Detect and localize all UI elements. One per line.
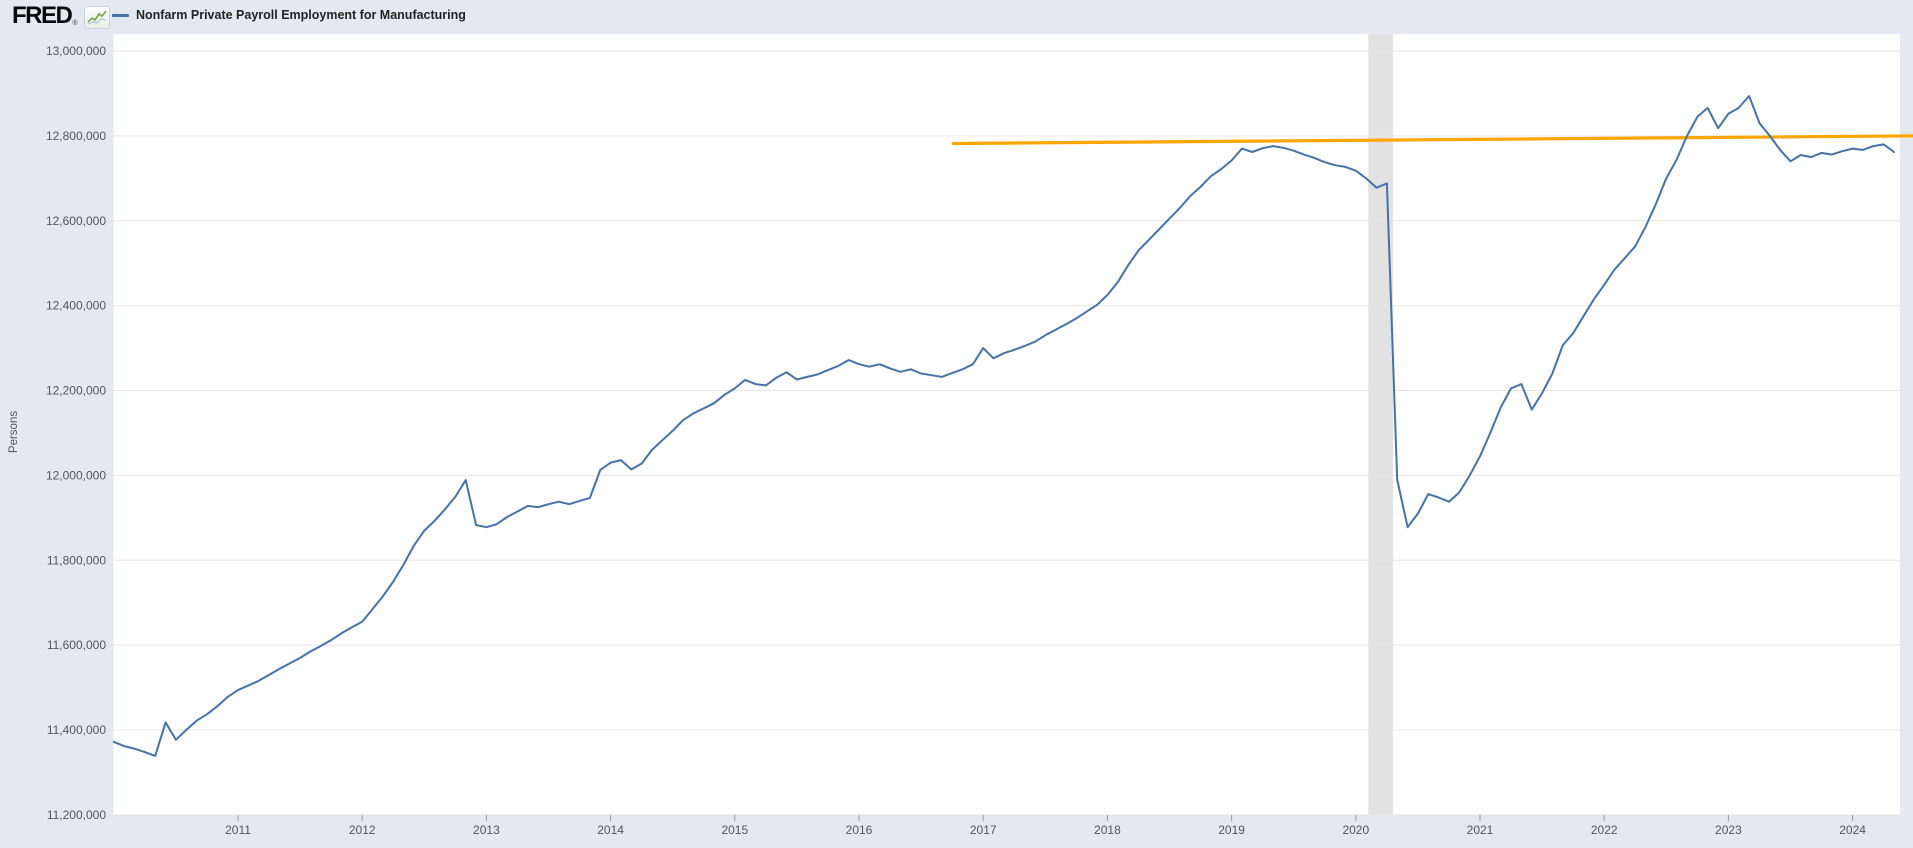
y-axis-tick-label: 13,000,000 <box>46 44 106 58</box>
x-axis-tick-label: 2016 <box>846 823 873 837</box>
registered-trademark: ® <box>72 20 78 27</box>
x-axis-tick-label: 2011 <box>225 823 251 837</box>
chart-header: FRED ® Nonfarm Private Payroll Employmen… <box>0 0 1913 32</box>
x-axis-tick-label: 2023 <box>1715 823 1742 837</box>
y-axis-tick-label: 12,400,000 <box>46 299 106 313</box>
y-axis-tick-label: 11,600,000 <box>47 638 106 652</box>
plot-area[interactable] <box>113 34 1901 815</box>
x-axis-tick-label: 2020 <box>1342 823 1369 837</box>
x-axis-tick-label: 2013 <box>473 823 500 837</box>
legend-series-label: Nonfarm Private Payroll Employment for M… <box>136 8 466 22</box>
legend-item[interactable]: Nonfarm Private Payroll Employment for M… <box>112 8 466 22</box>
trend-line <box>951 134 1913 146</box>
series-line[interactable] <box>112 95 1895 757</box>
y-axis-tick-label: 12,600,000 <box>46 214 106 228</box>
fred-logo[interactable]: FRED ® <box>12 3 110 29</box>
y-axis-tick-label: 11,200,000 <box>47 808 106 822</box>
x-axis-tick-label: 2017 <box>970 823 997 837</box>
legend-series-dash-icon <box>112 13 129 17</box>
x-axis-tick-label: 2014 <box>597 823 624 837</box>
y-axis-title: Persons <box>8 411 20 453</box>
x-axis-tick-label: 2015 <box>721 823 748 837</box>
y-axis-tick-label: 12,000,000 <box>46 468 106 482</box>
x-axis-tick-label: 2024 <box>1839 823 1866 837</box>
x-axis-tick-label: 2022 <box>1591 823 1618 837</box>
x-axis-tick-label: 2018 <box>1094 823 1121 837</box>
y-axis-tick-label: 12,800,000 <box>46 129 106 143</box>
y-axis-tick-label: 12,200,000 <box>46 384 106 398</box>
x-axis-tick-label: 2021 <box>1467 823 1494 837</box>
recession-band <box>1368 34 1394 815</box>
fred-logo-text: FRED <box>12 2 73 29</box>
fred-line-chart-icon <box>83 6 110 29</box>
x-axis-tick-label: 2019 <box>1218 823 1245 837</box>
y-axis-tick-label: 11,400,000 <box>47 723 106 737</box>
x-axis-tick-label: 2012 <box>349 823 376 837</box>
y-axis-tick-label: 11,800,000 <box>47 553 106 567</box>
